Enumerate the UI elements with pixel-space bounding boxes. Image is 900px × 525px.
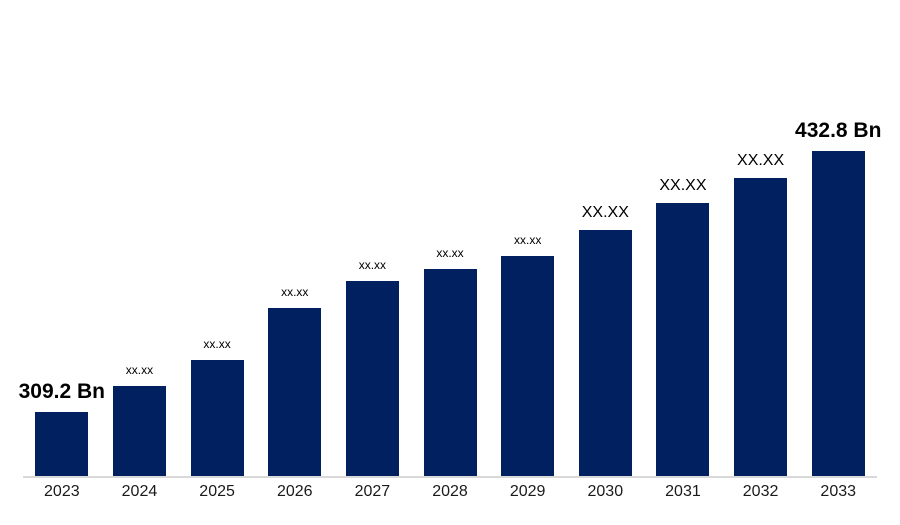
x-tick-2030: 2030 xyxy=(587,483,624,500)
bar-group-2028: xx.xx xyxy=(411,246,489,476)
bar-group-2027: xx.xx xyxy=(334,258,412,476)
bar-value-label-2027: xx.xx xyxy=(358,258,387,273)
bar-group-2031: XX.XX xyxy=(644,177,722,476)
x-tick-2031: 2031 xyxy=(665,483,701,500)
x-tick-2023: 2023 xyxy=(44,483,80,500)
bar-value-label-2026: xx.xx xyxy=(281,285,309,300)
bar-2032 xyxy=(734,178,788,476)
bar-group-2029: xx.xx xyxy=(489,233,567,476)
bar-value-label-2023: 309.2 Bn xyxy=(18,379,106,403)
bar-2033 xyxy=(811,151,865,476)
bar-group-2025: xx.xx xyxy=(178,337,256,476)
bar-2030 xyxy=(578,230,632,476)
bar-value-label-2029: xx.xx xyxy=(513,233,542,248)
bar-value-label-2031: XX.XX xyxy=(659,176,707,194)
bar-2026 xyxy=(268,308,322,476)
bar-value-label-2033: 432.8 Bn xyxy=(795,118,882,142)
bar-group-2023: 309.2 Bn xyxy=(19,380,105,476)
bar-2023 xyxy=(35,412,89,476)
bar-value-label-2028: xx.xx xyxy=(436,246,464,261)
bar-group-2030: XX.XX xyxy=(566,204,644,476)
x-tick-2024: 2024 xyxy=(121,483,158,500)
plot-area: 309.2 Bn xx.xx xx.xx xx.xx xx.xx xx.xx x… xyxy=(19,0,881,476)
x-tick-2026: 2026 xyxy=(276,483,313,500)
bar-group-2032: XX.XX xyxy=(722,152,800,476)
bar-2024 xyxy=(112,386,166,476)
bar-2027 xyxy=(345,281,399,476)
x-axis-line xyxy=(23,476,877,478)
bar-2028 xyxy=(423,269,477,476)
bar-value-label-2025: xx.xx xyxy=(203,337,231,352)
x-tick-2027: 2027 xyxy=(354,483,391,500)
bar-group-2033: 432.8 Bn xyxy=(795,119,881,476)
x-tick-2029: 2029 xyxy=(509,483,546,500)
bar-value-label-2030: XX.XX xyxy=(581,203,629,221)
bar-2025 xyxy=(190,360,244,476)
bar-2029 xyxy=(501,256,555,476)
bar-group-2026: xx.xx xyxy=(256,285,334,476)
bar-2031 xyxy=(656,203,710,476)
bar-value-label-2032: XX.XX xyxy=(737,151,785,169)
x-tick-2025: 2025 xyxy=(199,483,235,500)
bar-value-label-2024: xx.xx xyxy=(125,363,154,378)
x-tick-2032: 2032 xyxy=(742,483,779,500)
x-tick-2028: 2028 xyxy=(432,483,468,500)
x-tick-2033: 2033 xyxy=(820,483,857,500)
x-axis-labels: 2023 2024 2025 2026 2027 2028 2029 2030 … xyxy=(23,483,877,501)
bar-group-2024: xx.xx xyxy=(101,363,179,476)
